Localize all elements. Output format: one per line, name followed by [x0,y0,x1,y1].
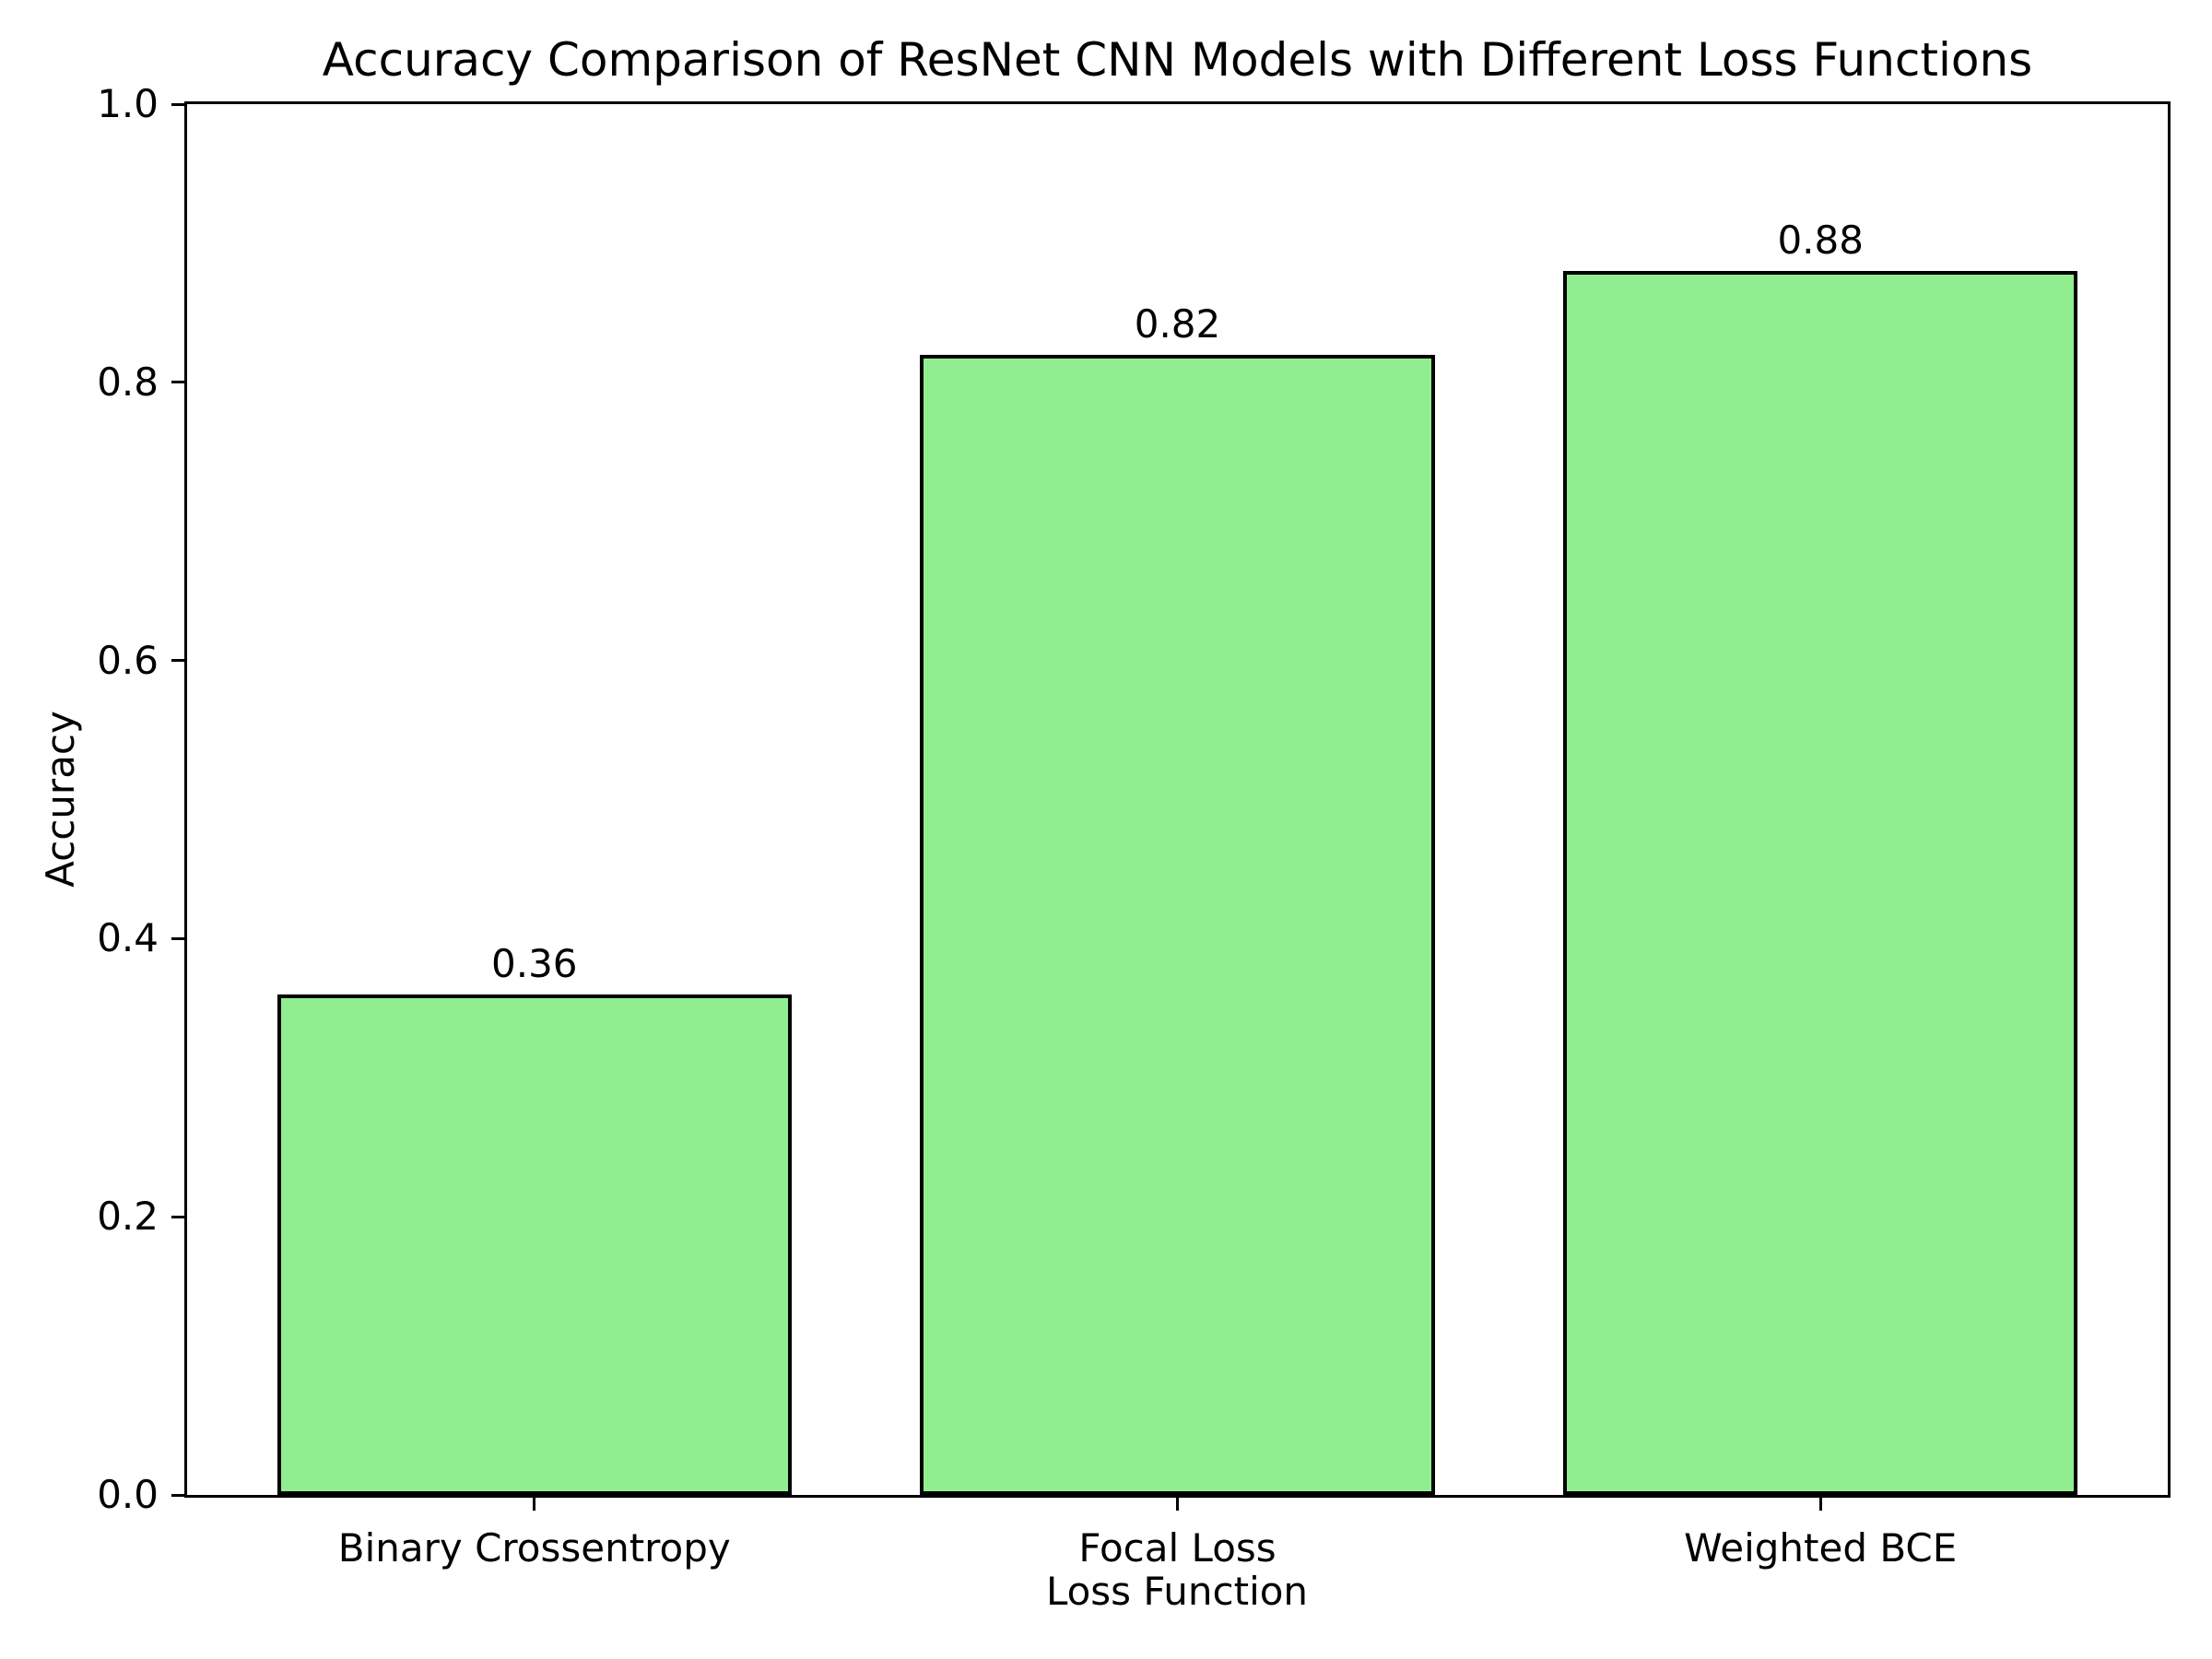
y-tick [171,1215,184,1218]
y-axis-label: Accuracy [38,711,83,888]
chart-title: Accuracy Comparison of ResNet CNN Models… [322,33,2033,87]
y-tick-label: 0.0 [97,1472,159,1517]
y-tick-label: 0.4 [97,915,159,961]
y-tick-label: 0.2 [97,1194,159,1240]
y-tick-label: 1.0 [97,81,159,126]
y-tick [171,659,184,663]
x-tick-label-binary-crossentropy: Binary Crossentropy [337,1525,731,1571]
x-tick-label-focal-loss: Focal Loss [1078,1525,1277,1571]
x-tick-label-weighted-bce: Weighted BCE [1684,1525,1958,1571]
bar-binary-crossentropy [276,994,792,1495]
bar-value-label: 0.88 [1777,218,1864,264]
y-tick [171,102,184,106]
x-tick [1818,1498,1822,1511]
y-tick [171,936,184,940]
bar-value-label: 0.36 [491,940,578,986]
x-tick [533,1498,536,1511]
plot-area [184,101,2171,1498]
x-axis-label: Loss Function [1045,1569,1309,1614]
bar-weighted-bce [1563,271,2078,1495]
y-tick [171,381,184,384]
y-tick-label: 0.8 [97,359,159,405]
y-tick-label: 0.6 [97,637,159,683]
y-tick [171,1493,184,1497]
bar-value-label: 0.82 [1134,300,1221,347]
bar-focal-loss [920,354,1435,1495]
x-tick [1176,1498,1179,1511]
